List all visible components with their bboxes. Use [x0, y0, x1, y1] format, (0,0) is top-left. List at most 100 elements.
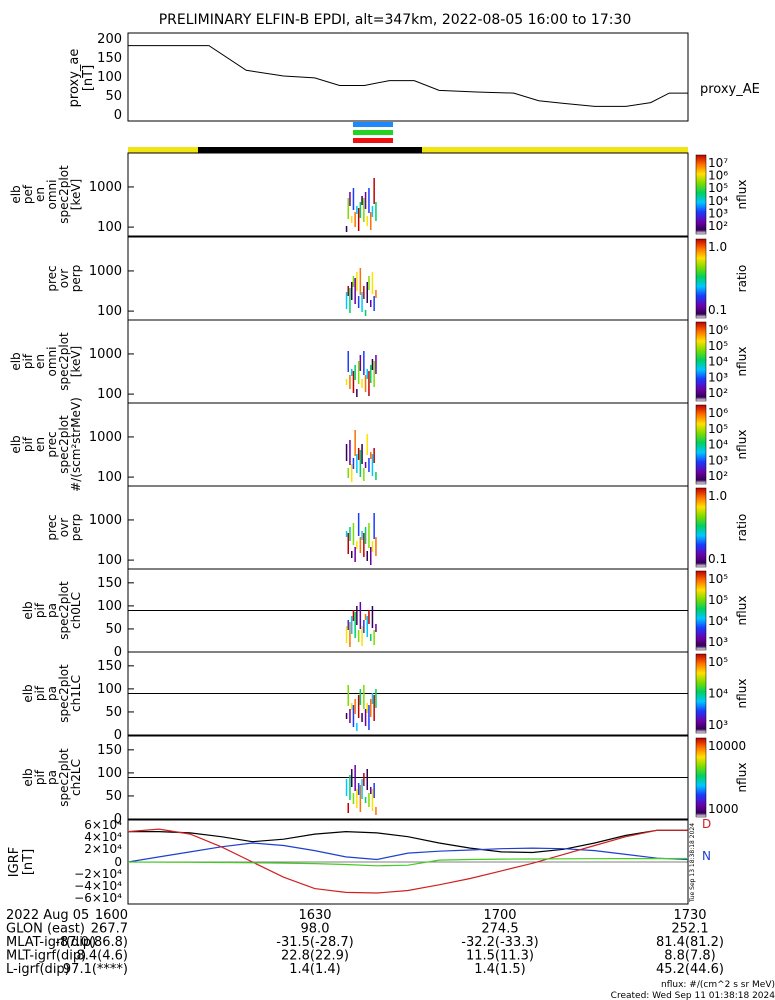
panel-tick-label: 1000	[89, 347, 122, 362]
footer-row-value: 11.5(11.3)	[466, 949, 534, 964]
proxy-ae-tick: 150	[97, 51, 122, 66]
spectrogram-pixel	[371, 272, 374, 294]
colorbar-tick-label: 10⁵	[708, 572, 728, 586]
colorbar	[695, 570, 707, 651]
colorbar-label: ratio	[735, 514, 749, 542]
units-note: nflux: #/(cm^2 s sr MeV)	[661, 980, 775, 990]
panel-ylabel: [keV]	[69, 346, 83, 377]
spectrogram-pixel	[371, 359, 374, 370]
colorbar-tick-label: 10⁶	[708, 323, 728, 337]
spectrogram-pixel	[361, 444, 363, 464]
footer-row-value: 1.4(1.4)	[289, 962, 341, 977]
panel-tick-label: 50	[105, 705, 122, 720]
spectrogram-pixel	[366, 616, 368, 637]
panel-tick-label: 100	[97, 304, 122, 319]
spectrogram-pixel	[356, 206, 358, 214]
sunlit-bar-left	[128, 147, 198, 153]
spectrogram-pixel	[364, 709, 367, 726]
colorbar-tick-label: 10000	[708, 739, 746, 753]
spectrogram-pixel	[364, 527, 367, 544]
panel-ylabel: pef	[21, 184, 35, 204]
colorbar-tick-label: 10³	[708, 635, 728, 649]
panel-tick-label: 150	[97, 659, 122, 674]
spectrogram-pixel	[375, 807, 377, 815]
spectrogram-pixel	[361, 779, 363, 799]
igrf-ylabel-line2: [nT]	[21, 849, 36, 875]
colorbar-tick-label: 10⁵	[708, 181, 728, 195]
spectrogram-pixel	[366, 769, 368, 790]
colorbar-tick-label: 10⁵	[708, 422, 728, 436]
spectrogram-pixel	[349, 375, 351, 389]
spectrogram-pixel	[368, 705, 370, 730]
spectrogram-pixel	[368, 793, 370, 807]
spectrogram-pixel	[351, 616, 353, 634]
igrf-legend-n: N	[702, 849, 711, 863]
spectrogram-pixel	[363, 773, 365, 786]
panel-ylabel: [keV]	[69, 179, 83, 210]
panel-ylabel: spec2plot	[57, 165, 71, 224]
colorbar-tick-label: 10⁴	[708, 687, 728, 701]
spectrogram-pixel	[375, 290, 377, 298]
igrf-tick: 2×10⁴	[84, 842, 122, 856]
spectrogram-pixel	[345, 226, 348, 232]
igrf-panel: IGRF [nT] 6×10⁴ 4×10⁴ 2×10⁴ 0 −2×10⁴ −4×…	[7, 817, 711, 905]
footer-row-value: 1630	[298, 908, 331, 923]
spectrogram-pixel	[375, 689, 377, 708]
igrf-tick: 6×10⁴	[84, 818, 122, 832]
panel-ylabel: spec2plot	[57, 415, 71, 474]
spectrogram-pixel	[345, 626, 348, 643]
spectrogram-pixel	[351, 216, 353, 223]
spectrogram-pixel	[373, 513, 375, 539]
spectrogram-pixel	[356, 541, 358, 549]
data-indicator-bars	[128, 122, 688, 153]
spectrogram-pixel	[347, 533, 349, 554]
spectrogram-pixel	[363, 351, 365, 375]
colorbar	[695, 404, 707, 485]
panel-ylabel: omni	[45, 180, 59, 210]
spectrogram-pixel	[366, 282, 368, 303]
footer-row-value: 97.1(****)	[63, 962, 128, 977]
igrf-tick: 4×10⁴	[84, 830, 122, 844]
proxy-ae-tick: 200	[97, 32, 122, 47]
spectrogram-pixel	[371, 606, 374, 628]
spectrogram-pixel	[370, 787, 372, 794]
panel-ylabel: spec2plot	[57, 332, 71, 391]
proxy-ae-tick: 100	[97, 70, 122, 85]
colorbar	[695, 154, 707, 235]
footer-row-label: MLT-igrf(dip)	[6, 949, 86, 964]
panel-ylabel: elb	[9, 435, 23, 453]
spectrogram-pixel	[361, 626, 363, 646]
panel-tick-label: 100	[97, 766, 122, 781]
panel-ylabel: perp	[69, 514, 83, 542]
panel-ylabel: ch1LC	[69, 675, 83, 712]
panel-tick-label: 150	[97, 743, 122, 758]
spectrogram-pixel	[373, 361, 375, 387]
indicator-green-bar	[353, 130, 393, 135]
panel-tick-label: 1000	[89, 180, 122, 195]
footer-row-value: 8.8(7.8)	[664, 949, 716, 964]
spectrogram-pixel	[356, 606, 358, 625]
spectrogram-pixel	[345, 713, 348, 719]
spectrogram-pixel	[363, 198, 365, 222]
spectrogram-pixel	[351, 551, 353, 558]
igrf-tick: −4×10⁴	[74, 879, 122, 893]
spectrogram-pixel	[347, 198, 349, 219]
colorbar-label: nflux	[735, 347, 749, 377]
igrf-tick: 0	[114, 855, 122, 869]
spectrogram-pixel	[357, 296, 360, 308]
spectrogram-pixel	[354, 278, 356, 304]
proxy-ae-ylabel-line2: [nT]	[81, 65, 96, 91]
footer-row-value: 1730	[673, 908, 706, 923]
panel-tick-label: 0	[114, 812, 122, 827]
spectrogram-pixel	[370, 452, 372, 459]
spectrogram-pixel	[345, 292, 348, 309]
spectrogram-pixel	[361, 379, 363, 388]
footer-row-value: 1.4(1.5)	[474, 962, 526, 977]
panel-ylabel: spec2plot	[57, 748, 71, 807]
igrf-series-line	[127, 857, 689, 867]
footer-row-value: 81.4(81.2)	[656, 935, 724, 950]
colorbar	[695, 737, 707, 818]
